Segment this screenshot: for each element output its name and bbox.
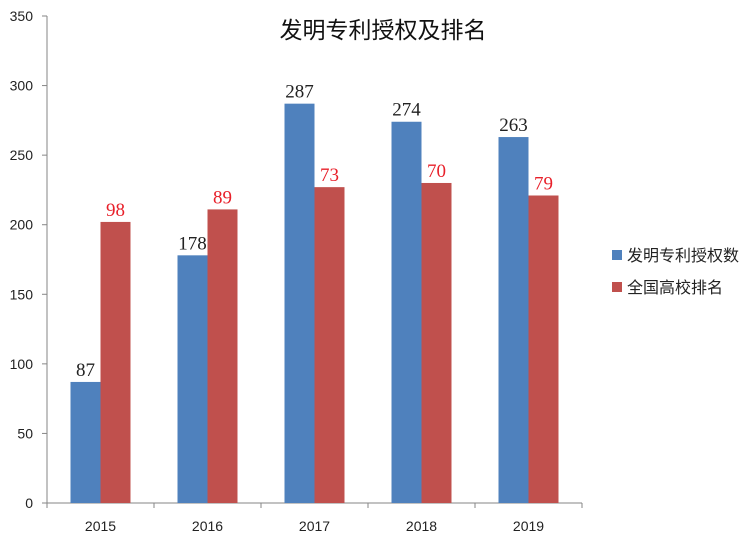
- data-label: 89: [213, 187, 232, 208]
- y-tick-label: 250: [10, 147, 34, 163]
- y-tick-label: 0: [25, 495, 33, 511]
- data-label: 87: [76, 360, 95, 381]
- bar-patents-2019: [498, 137, 529, 503]
- y-tick-label: 100: [10, 356, 34, 372]
- bar-ranking-2018: [421, 182, 452, 503]
- data-label: 98: [106, 200, 125, 221]
- legend-swatch: [612, 282, 622, 292]
- bar-ranking-2017: [314, 187, 345, 503]
- legend-label: 全国高校排名: [627, 279, 723, 297]
- bar-ranking-2019: [528, 195, 559, 503]
- data-label: 263: [499, 115, 528, 136]
- bar-patents-2017: [284, 103, 315, 503]
- y-tick-label: 200: [10, 217, 34, 233]
- data-label: 274: [392, 100, 421, 121]
- legend-label: 发明专利授权数: [627, 247, 739, 265]
- y-tick-label: 350: [10, 8, 34, 24]
- bar-patents-2016: [177, 255, 208, 503]
- data-label: 178: [178, 233, 207, 254]
- data-label: 79: [534, 173, 553, 194]
- data-label: 73: [320, 165, 339, 186]
- y-tick-label: 50: [17, 425, 33, 441]
- y-tick-label: 300: [10, 78, 34, 94]
- bar-patents-2015: [70, 381, 101, 503]
- bar-patents-2018: [391, 121, 422, 504]
- bar-ranking-2015: [100, 221, 131, 503]
- x-tick-label: 2017: [299, 518, 330, 534]
- x-tick-label: 2018: [406, 518, 437, 534]
- bar-ranking-2016: [207, 209, 238, 503]
- y-tick-label: 150: [10, 286, 34, 302]
- x-tick-label: 2019: [513, 518, 544, 534]
- data-label: 70: [427, 161, 446, 182]
- data-label: 287: [285, 82, 314, 103]
- legend-swatch: [612, 250, 622, 260]
- x-tick-label: 2015: [85, 518, 116, 534]
- x-tick-label: 2016: [192, 518, 223, 534]
- chart-title: 发明专利授权及排名: [280, 18, 487, 43]
